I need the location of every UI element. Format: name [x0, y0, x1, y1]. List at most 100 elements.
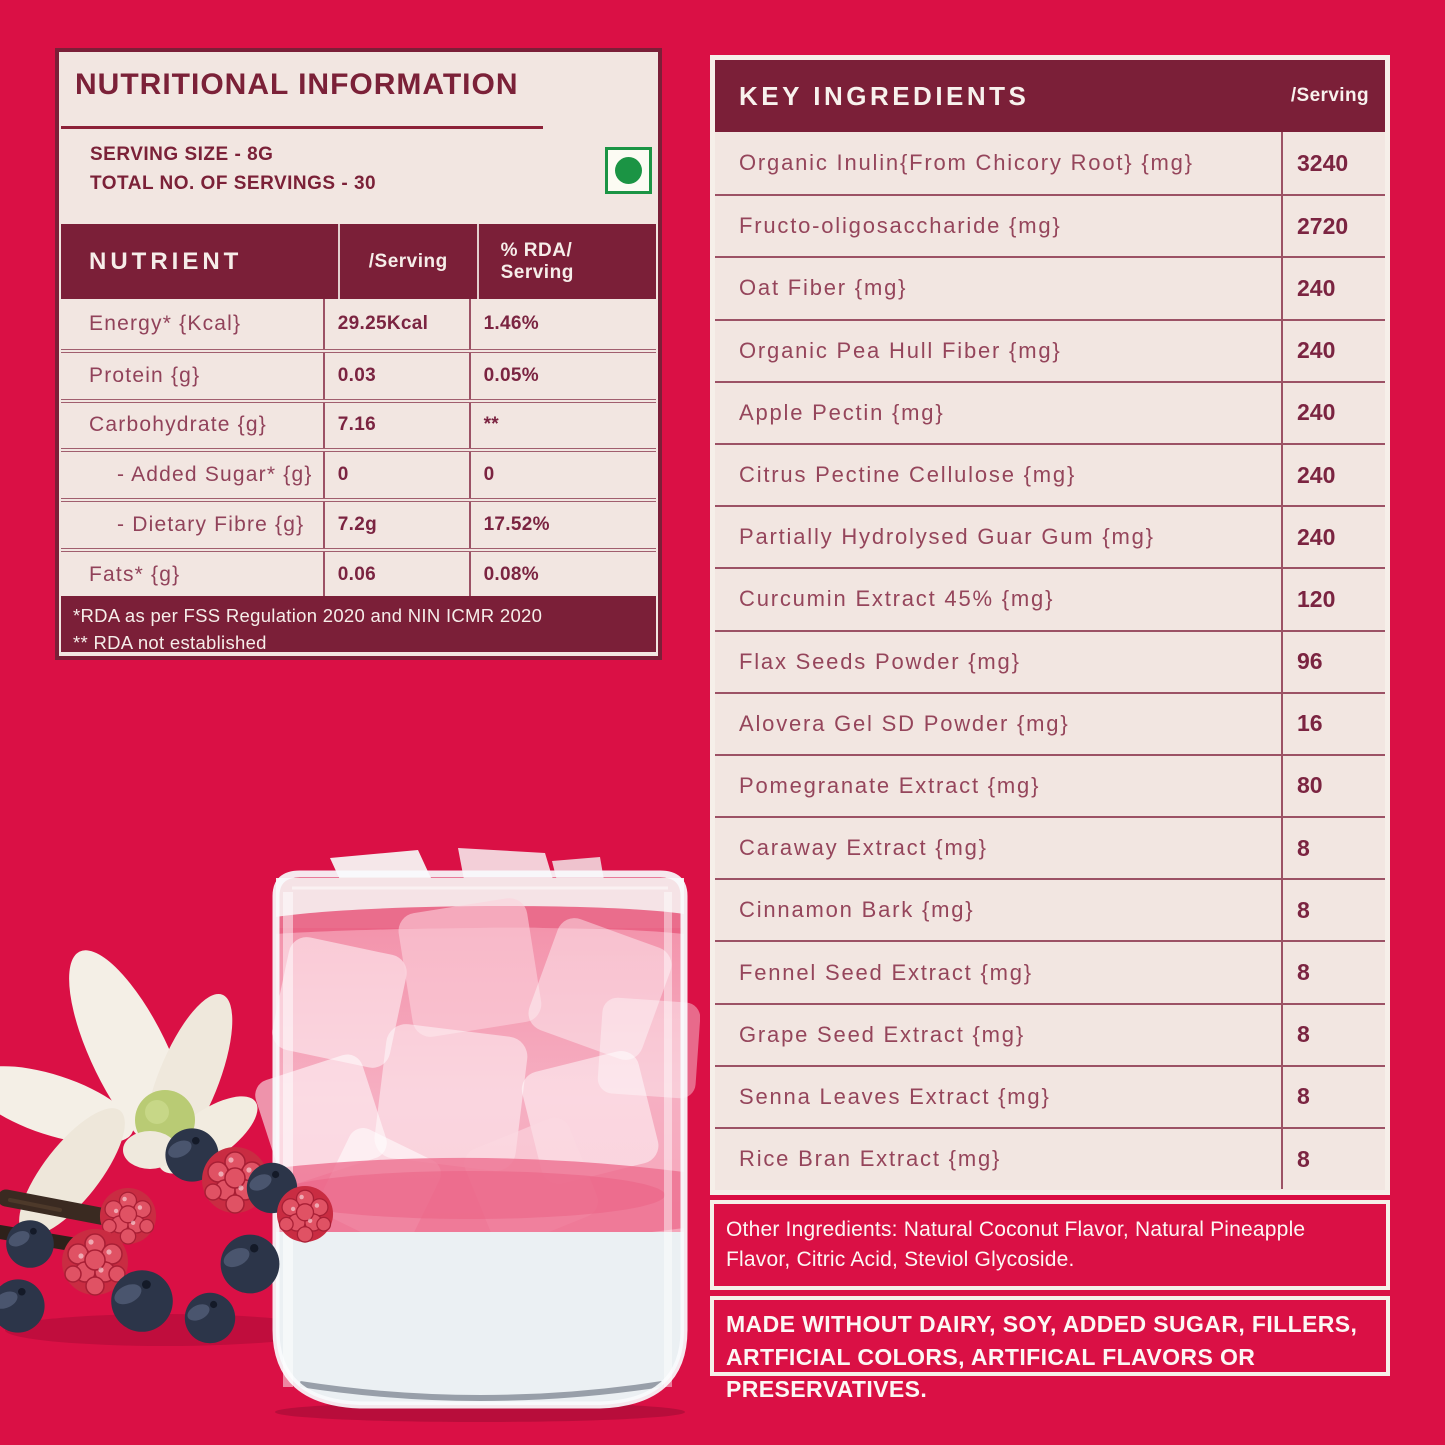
nutrition-table-body: Energy* {Kcal} 29.25Kcal 1.46% Protein {…	[61, 299, 656, 598]
key-ingredients-panel: KEY INGREDIENTS /Serving Organic Inulin{…	[710, 55, 1390, 1402]
col-header-per-serving: /Serving	[337, 224, 477, 299]
serving-info: SERVING SIZE - 8G TOTAL NO. OF SERVINGS …	[90, 140, 376, 199]
ingredient-label: Grape Seed Extract {mg}	[739, 1021, 1025, 1047]
ingredient-label: Partially Hydrolysed Guar Gum {mg}	[739, 524, 1155, 550]
blueberry-icon	[111, 1270, 173, 1332]
ingredient-value: 240	[1281, 444, 1385, 506]
blueberry-icon	[184, 1292, 236, 1344]
ingredient-value: 240	[1281, 507, 1385, 568]
ingredient-row: Fructo-oligosaccharide {mg} 2720	[715, 194, 1385, 257]
total-servings-text: TOTAL NO. OF SERVINGS - 30	[90, 173, 377, 195]
ingredient-value: 8	[1281, 1066, 1385, 1127]
ingredient-value: 3240	[1281, 132, 1385, 195]
nutrient-row: Carbohydrate {g} 7.16 **	[61, 398, 656, 449]
vegetarian-dot-icon	[615, 157, 642, 184]
ingredient-value: 240	[1281, 382, 1385, 443]
ingredient-label: Alovera Gel SD Powder {mg}	[739, 710, 1070, 736]
ingredient-label: Oat Fiber {mg}	[739, 275, 908, 301]
ingredient-value: 240	[1281, 258, 1385, 319]
nutrition-table: NUTRIENT /Serving % RDA/ Serving Energy*…	[61, 224, 656, 598]
ingredients-table-header: KEY INGREDIENTS /Serving	[715, 60, 1385, 132]
ingredient-label: Rice Bran Extract {mg}	[739, 1146, 1002, 1172]
nutrient-per-serving: 7.2g	[322, 502, 469, 548]
ingredient-label: Citrus Pectine Cellulose {mg}	[739, 462, 1077, 488]
ingredient-value: 2720	[1281, 196, 1385, 257]
nutrient-row: Fats* {g} 0.06 0.08%	[61, 547, 656, 598]
nutrient-per-serving: 0.06	[322, 551, 469, 598]
drink-glass-icon	[255, 870, 700, 1409]
berry-shadow	[5, 1314, 325, 1346]
ingredient-row: Citrus Pectine Cellulose {mg} 240	[715, 442, 1385, 506]
ingredient-row: Caraway Extract {mg} 8	[715, 816, 1385, 879]
ingredient-row: Organic Pea Hull Fiber {mg} 240	[715, 318, 1385, 381]
ingredient-row: Alovera Gel SD Powder {mg} 16	[715, 691, 1385, 754]
nutrient-rda: 0	[468, 452, 656, 499]
nutrient-per-serving: 0	[322, 452, 469, 499]
ingredient-row: Oat Fiber {mg} 240	[715, 256, 1385, 319]
vanilla-flower-icon	[0, 950, 258, 1236]
nutrient-rda: 0.08%	[468, 551, 656, 598]
ingredient-row: Flax Seeds Powder {mg} 96	[715, 629, 1385, 692]
ingredients-title: KEY INGREDIENTS	[739, 80, 1030, 111]
ingredient-value: 8	[1281, 880, 1385, 941]
per-serving-label: /Serving	[1290, 85, 1369, 106]
ingredient-label: Senna Leaves Extract {mg}	[739, 1083, 1051, 1109]
ingredient-value: 8	[1281, 1004, 1385, 1065]
nutrient-per-serving: 7.16	[322, 402, 469, 449]
ingredient-label: Flax Seeds Powder {mg}	[739, 648, 1021, 674]
ingredient-value: 8	[1281, 1129, 1385, 1190]
rda-footnote: *RDA as per FSS Regulation 2020 and NIN …	[61, 596, 656, 653]
ingredient-value: 120	[1281, 569, 1385, 630]
ingredients-table-body: Organic Inulin{From Chicory Root} {mg} 3…	[715, 132, 1385, 1190]
nutrition-table-header: NUTRIENT /Serving % RDA/ Serving	[61, 224, 656, 299]
ingredient-label: Organic Pea Hull Fiber {mg}	[739, 337, 1062, 363]
blueberry-icon	[220, 1234, 280, 1294]
ingredient-row: Apple Pectin {mg} 240	[715, 380, 1385, 443]
ingredient-value: 8	[1281, 818, 1385, 879]
product-photo	[0, 848, 700, 1422]
ingredient-label: Fennel Seed Extract {mg}	[739, 959, 1033, 985]
made-without-note: MADE WITHOUT DAIRY, SOY, ADDED SUGAR, FI…	[710, 1296, 1390, 1402]
nutrient-row: - Added Sugar* {g} 0 0	[61, 448, 656, 499]
nutrient-per-serving: 0.03	[322, 352, 469, 399]
ingredient-label: Apple Pectin {mg}	[739, 399, 945, 425]
ingredient-row: Pomegranate Extract {mg} 80	[715, 753, 1385, 817]
ingredient-label: Organic Inulin{From Chicory Root} {mg}	[739, 150, 1194, 176]
nutrient-rda: 17.52%	[468, 502, 656, 548]
ingredient-label: Curcumin Extract 45% {mg}	[739, 586, 1055, 612]
ingredient-value: 8	[1281, 942, 1385, 1003]
nutrient-rda: **	[468, 402, 656, 449]
blueberry-icon	[6, 1220, 54, 1268]
nutrient-row: - Dietary Fibre {g} 7.2g 17.52%	[61, 498, 656, 548]
footnote-line-2: ** RDA not established	[73, 631, 267, 653]
nutrition-panel: NUTRITIONAL INFORMATION SERVING SIZE - 8…	[55, 48, 662, 660]
ingredients-table: KEY INGREDIENTS /Serving Organic Inulin{…	[710, 55, 1390, 1195]
ingredient-label: Cinnamon Bark {mg}	[739, 897, 975, 923]
footnote-line-1: *RDA as per FSS Regulation 2020 and NIN …	[73, 605, 543, 626]
ingredient-row: Grape Seed Extract {mg} 8	[715, 1002, 1385, 1065]
nutrient-label: Energy* {Kcal}	[89, 311, 242, 335]
nutrition-title: NUTRITIONAL INFORMATION	[75, 68, 519, 101]
other-ingredients-note: Other Ingredients: Natural Coconut Flavo…	[710, 1200, 1390, 1290]
ingredient-row: Senna Leaves Extract {mg} 8	[715, 1064, 1385, 1127]
ingredient-value: 240	[1281, 320, 1385, 381]
nutrient-row: Energy* {Kcal} 29.25Kcal 1.46%	[61, 299, 656, 349]
col-header-nutrient: NUTRIENT	[89, 247, 243, 275]
ingredient-value: 96	[1281, 631, 1385, 692]
ingredient-row: Curcumin Extract 45% {mg} 120	[715, 567, 1385, 630]
title-divider	[61, 126, 543, 129]
nutrient-rda: 1.46%	[468, 299, 656, 349]
ingredient-label: Fructo-oligosaccharide {mg}	[739, 213, 1062, 239]
nutrient-rda: 0.05%	[468, 352, 656, 399]
nutrient-label: Protein {g}	[89, 363, 201, 387]
ingredient-row: Fennel Seed Extract {mg} 8	[715, 940, 1385, 1003]
serving-size-text: SERVING SIZE - 8G	[90, 144, 274, 165]
nutrient-label: Fats* {g}	[89, 562, 181, 586]
nutrient-per-serving: 29.25Kcal	[322, 299, 469, 349]
ingredient-label: Pomegranate Extract {mg}	[739, 772, 1041, 798]
nutrient-label: Carbohydrate {g}	[89, 413, 267, 437]
ingredient-row: Partially Hydrolysed Guar Gum {mg} 240	[715, 505, 1385, 568]
ingredient-value: 16	[1281, 693, 1385, 754]
ingredient-value: 80	[1281, 755, 1385, 817]
